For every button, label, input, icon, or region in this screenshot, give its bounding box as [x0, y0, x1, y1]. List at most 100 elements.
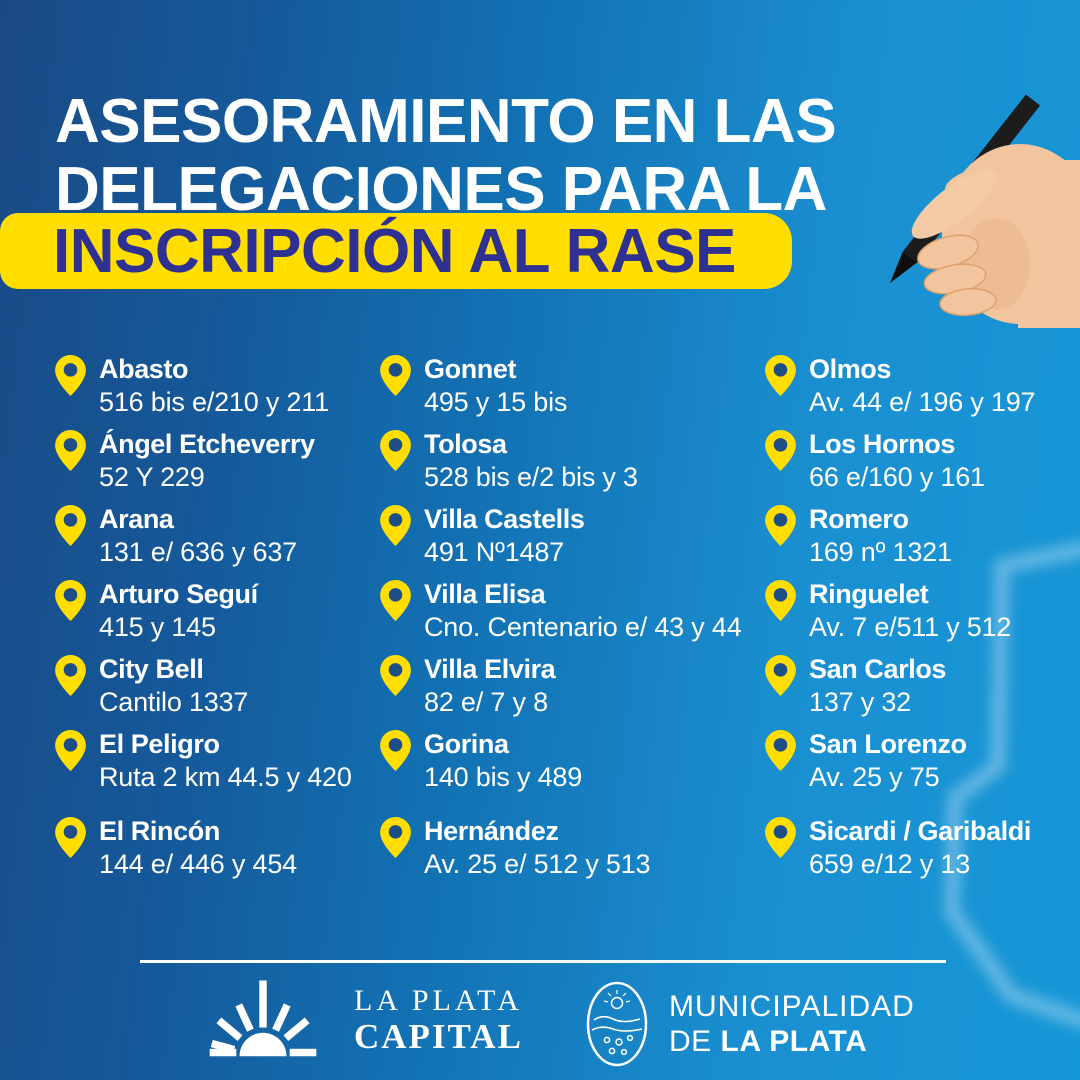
location-name: Villa Castells — [424, 504, 585, 534]
location-address: 66 e/160 y 161 — [809, 462, 985, 492]
location-item: San Lorenzo Av. 25 y 75 — [765, 727, 1080, 802]
location-name: El Peligro — [99, 729, 220, 759]
locations-column-3: Olmos Av. 44 e/ 196 y 197 Los Hornos 66 e/… — [765, 352, 1080, 889]
title-highlight-text: INSCRIPCIÓN AL RASE — [53, 216, 736, 286]
location-pin-icon — [55, 580, 86, 621]
location-address: Av. 25 y 75 — [809, 762, 940, 792]
sun-rays-icon — [209, 980, 317, 1057]
hand-holding-pen-illustration — [890, 94, 1080, 328]
location-pin-icon — [765, 655, 796, 696]
location-pin-icon — [380, 655, 411, 696]
location-address: 528 bis e/2 bis y 3 — [424, 462, 638, 492]
location-pin-icon — [765, 505, 796, 546]
location-pin-icon — [765, 355, 796, 396]
capital-label: CAPITAL — [354, 1017, 523, 1056]
location-name: El Rincón — [99, 816, 220, 846]
location-address: Av. 44 e/ 196 y 197 — [809, 387, 1036, 417]
location-name: Arana — [99, 504, 174, 534]
location-item: Arturo Seguí 415 y 145 — [55, 577, 380, 652]
title-line-1: ASESORAMIENTO EN LAS — [55, 87, 837, 156]
location-item: Villa Elisa Cno. Centenario e/ 43 y 44 — [380, 577, 765, 652]
title-highlight-box: INSCRIPCIÓN AL RASE — [0, 213, 792, 289]
location-pin-icon — [380, 505, 411, 546]
location-item: Los Hornos 66 e/160 y 161 — [765, 427, 1080, 502]
location-item: Villa Elvira 82 e/ 7 y 8 — [380, 652, 765, 727]
location-address: 137 y 32 — [809, 687, 911, 717]
location-name: Ángel Etcheverry — [99, 429, 315, 459]
location-item: Hernández Av. 25 e/ 512 y 513 — [380, 814, 765, 889]
location-name: Gorina — [424, 729, 509, 759]
location-name: Villa Elvira — [424, 654, 556, 684]
title-line-2: DELEGACIONES PARA LA — [55, 155, 827, 224]
location-address: 169 nº 1321 — [809, 537, 952, 567]
location-pin-icon — [765, 817, 796, 858]
location-pin-icon — [380, 355, 411, 396]
location-address: Cantilo 1337 — [99, 687, 249, 717]
location-pin-icon — [765, 430, 796, 471]
location-address: 82 e/ 7 y 8 — [424, 687, 548, 717]
de-label: DE — [669, 1025, 712, 1058]
location-item: Tolosa 528 bis e/2 bis y 3 — [380, 427, 765, 502]
location-item: Romero 169 nº 1321 — [765, 502, 1080, 577]
location-name: Abasto — [99, 354, 189, 384]
location-item: Arana 131 e/ 636 y 637 — [55, 502, 380, 577]
municipalidad-logo: MUNICIPALIDAD DE LA PLATA — [585, 980, 915, 1068]
municipalidad-label: MUNICIPALIDAD — [669, 990, 915, 1023]
location-name: Ringuelet — [809, 579, 929, 609]
location-name: City Bell — [99, 654, 204, 684]
location-address: 415 y 145 — [99, 612, 216, 642]
location-item: Abasto 516 bis e/210 y 211 — [55, 352, 380, 427]
location-item: Olmos Av. 44 e/ 196 y 197 — [765, 352, 1080, 427]
locations-grid: Abasto 516 bis e/210 y 211 Ángel Etchever… — [55, 352, 1080, 889]
la-plata-label: LA PLATA — [354, 984, 523, 1017]
location-item: Ringuelet Av. 7 e/511 y 512 — [765, 577, 1080, 652]
location-address: 140 bis y 489 — [424, 762, 583, 792]
location-name: San Lorenzo — [809, 729, 967, 759]
location-address: 491 Nº1487 — [424, 537, 564, 567]
location-pin-icon — [55, 655, 86, 696]
location-item: City Bell Cantilo 1337 — [55, 652, 380, 727]
location-address: Av. 25 e/ 512 y 513 — [424, 849, 651, 879]
location-address: 131 e/ 636 y 637 — [99, 537, 297, 567]
location-name: Los Hornos — [809, 429, 956, 459]
location-name: Olmos — [809, 354, 892, 384]
location-name: Arturo Seguí — [99, 579, 258, 609]
location-pin-icon — [55, 730, 86, 771]
la-plata-bold-label: LA PLATA — [720, 1025, 868, 1058]
location-pin-icon — [765, 580, 796, 621]
location-pin-icon — [55, 355, 86, 396]
location-pin-icon — [380, 730, 411, 771]
location-address: Av. 7 e/511 y 512 — [809, 612, 1012, 642]
location-name: Villa Elisa — [424, 579, 546, 609]
location-pin-icon — [380, 580, 411, 621]
location-name: Romero — [809, 504, 909, 534]
location-address: 52 Y 229 — [99, 462, 205, 492]
location-pin-icon — [380, 430, 411, 471]
location-address: 516 bis e/210 y 211 — [99, 387, 329, 417]
locations-column-2: Gonnet 495 y 15 bis Tolosa 528 bis e/2 bis… — [380, 352, 765, 889]
location-address: 659 e/12 y 13 — [809, 849, 971, 879]
location-item: El Peligro Ruta 2 km 44.5 y 420 — [55, 727, 380, 802]
location-item: Gonnet 495 y 15 bis — [380, 352, 765, 427]
location-pin-icon — [55, 430, 86, 471]
location-pin-icon — [765, 730, 796, 771]
location-item: Gorina 140 bis y 489 — [380, 727, 765, 802]
location-address: Cno. Centenario e/ 43 y 44 — [424, 612, 742, 642]
locations-column-1: Abasto 516 bis e/210 y 211 Ángel Etchever… — [55, 352, 380, 889]
location-item: El Rincón 144 e/ 446 y 454 — [55, 814, 380, 889]
location-item: Villa Castells 491 Nº1487 — [380, 502, 765, 577]
municipal-crest-icon — [586, 981, 648, 1067]
location-address: 495 y 15 bis — [424, 387, 568, 417]
location-name: San Carlos — [809, 654, 947, 684]
footer-divider — [140, 960, 946, 963]
location-pin-icon — [380, 817, 411, 858]
location-name: Sicardi / Garibaldi — [809, 816, 1031, 846]
header: ASESORAMIENTO EN LAS DELEGACIONES PARA L… — [55, 88, 1080, 224]
location-item: San Carlos 137 y 32 — [765, 652, 1080, 727]
la-plata-capital-logo: LA PLATA CAPITAL — [198, 972, 523, 1068]
location-name: Gonnet — [424, 354, 517, 384]
location-address: 144 e/ 446 y 454 — [99, 849, 297, 879]
location-name: Tolosa — [424, 429, 507, 459]
location-item: Sicardi / Garibaldi 659 e/12 y 13 — [765, 814, 1080, 889]
